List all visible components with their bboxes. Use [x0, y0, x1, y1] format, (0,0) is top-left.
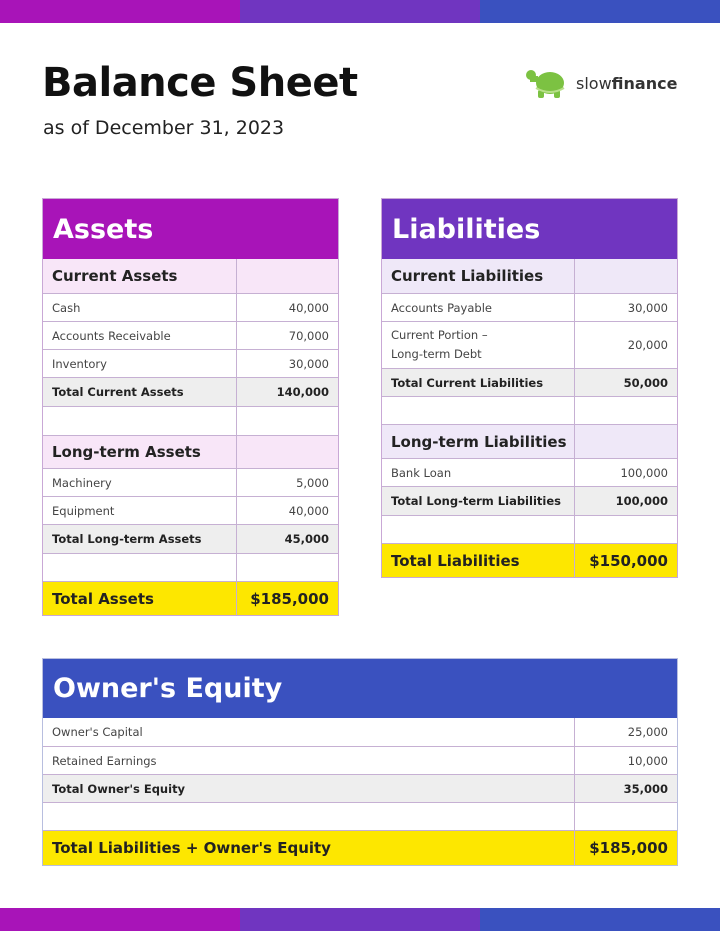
equity-title: Owner's Equity	[43, 659, 677, 718]
liabilities-title: Liabilities	[382, 199, 677, 259]
total-assets-row: Total Assets $185,000	[43, 581, 338, 615]
blank-row	[43, 802, 677, 830]
bottom-color-bar	[0, 908, 720, 931]
table-row: Bank Loan 100,000	[382, 458, 677, 486]
assets-title: Assets	[43, 199, 338, 259]
logo: slowfinance	[524, 66, 677, 100]
total-row: Total Owner's Equity 35,000	[43, 774, 677, 802]
table-row: Cash 40,000	[43, 293, 338, 321]
assets-table: Assets Current Assets Cash 40,000 Account…	[42, 198, 339, 616]
table-row: Accounts Payable 30,000	[382, 293, 677, 321]
turtle-icon	[526, 70, 565, 98]
page-subtitle: as of December 31, 2023	[43, 117, 285, 139]
logo-text: slowfinance	[576, 73, 678, 93]
page-title: Balance Sheet	[42, 60, 358, 106]
liabilities-table: Liabilities Current Liabilities Accounts…	[381, 198, 678, 578]
blank-row	[382, 396, 677, 424]
total-row: Total Long-term Assets 45,000	[43, 524, 338, 553]
table-row: Accounts Receivable 70,000	[43, 321, 338, 349]
longterm-liabilities-header: Long-term Liabilities	[382, 424, 677, 458]
current-assets-header: Current Assets	[43, 259, 338, 293]
table-row: Equipment 40,000	[43, 496, 338, 524]
table-row: Machinery 5,000	[43, 468, 338, 496]
table-row: Inventory 30,000	[43, 349, 338, 377]
longterm-assets-header: Long-term Assets	[43, 435, 338, 468]
blank-row	[382, 515, 677, 543]
blank-row	[43, 406, 338, 435]
total-row: Total Long-term Liabilities 100,000	[382, 486, 677, 515]
grand-total-row: Total Liabilities + Owner's Equity $185,0…	[43, 830, 677, 865]
current-liabilities-header: Current Liabilities	[382, 259, 677, 293]
table-row: Owner's Capital 25,000	[43, 718, 677, 746]
table-row: Retained Earnings 10,000	[43, 746, 677, 774]
total-row: Total Current Assets 140,000	[43, 377, 338, 406]
equity-table: Owner's Equity Owner's Capital 25,000 Ret…	[42, 658, 678, 866]
total-row: Total Current Liabilities 50,000	[382, 368, 677, 396]
top-color-bar	[0, 0, 720, 23]
blank-row	[43, 553, 338, 581]
total-liabilities-row: Total Liabilities $150,000	[382, 543, 677, 577]
table-row: Current Portion – Long-term Debt 20,000	[382, 321, 677, 368]
